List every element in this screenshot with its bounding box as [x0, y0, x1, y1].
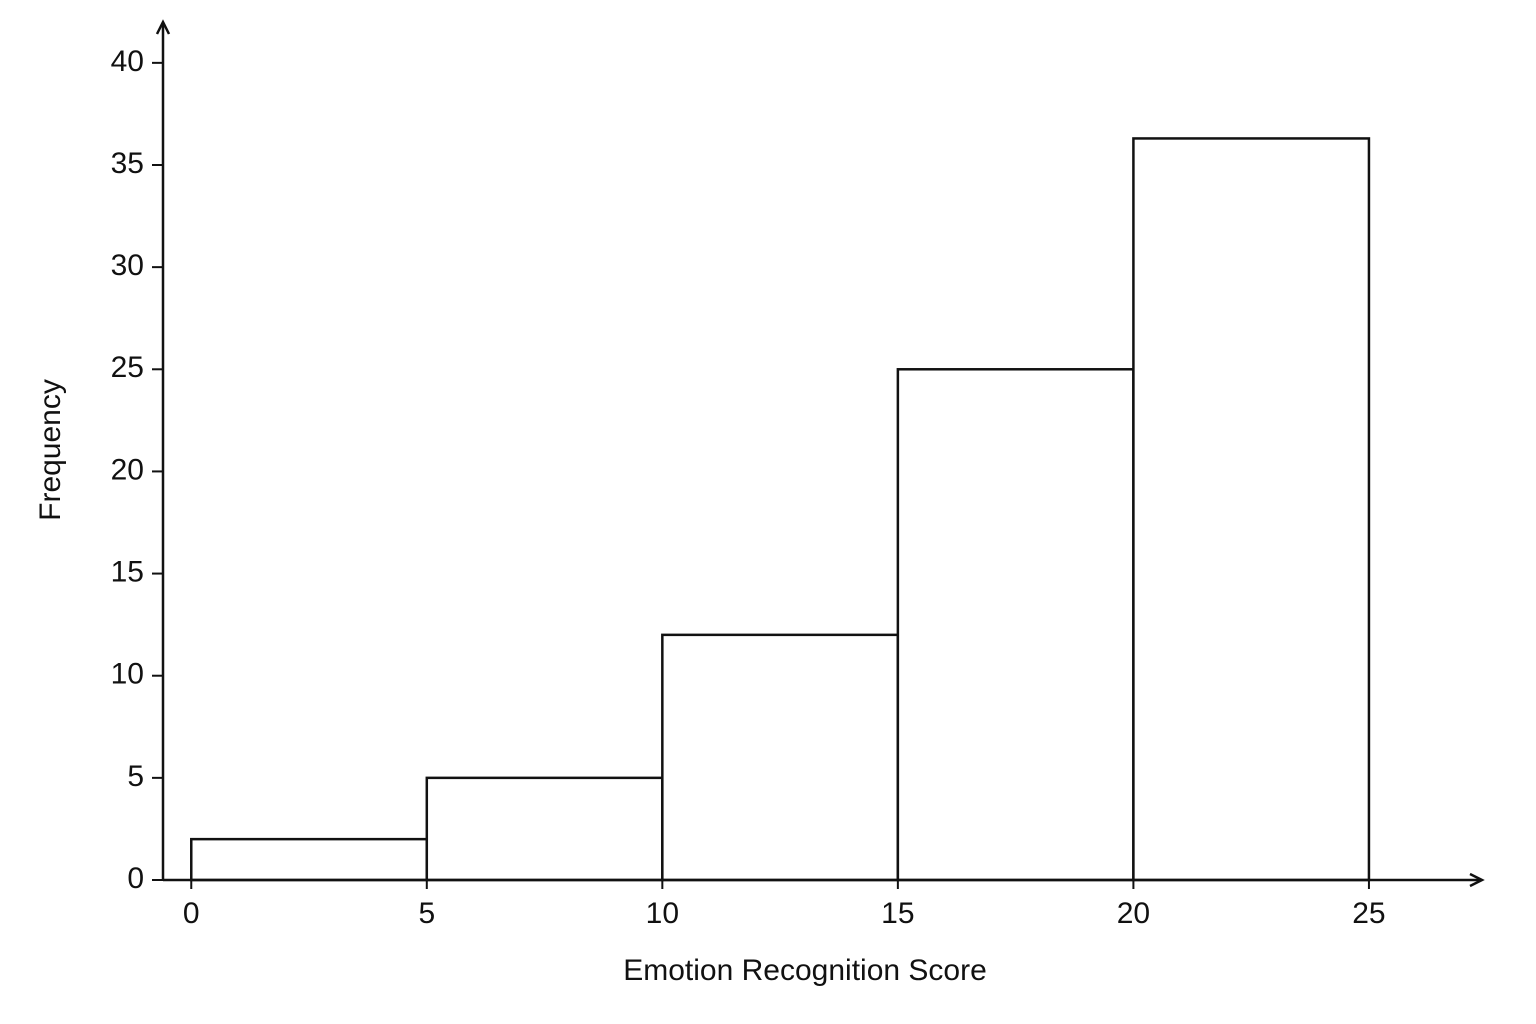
x-axis-label: Emotion Recognition Score — [623, 954, 987, 987]
y-axis-arrow — [155, 19, 171, 35]
x-axis-arrow — [1469, 872, 1485, 888]
x-tick-label: 5 — [418, 897, 435, 930]
bar — [661, 633, 900, 882]
y-tick-label: 30 — [111, 249, 144, 282]
y-tick-label: 5 — [127, 760, 144, 793]
x-tick-label: 0 — [183, 897, 200, 930]
y-tick-label: 40 — [111, 45, 144, 78]
x-tick-label: 20 — [1117, 897, 1150, 930]
bar — [896, 368, 1135, 882]
y-axis-label: Frequency — [34, 379, 67, 521]
y-tick-label: 20 — [111, 453, 144, 486]
bar — [425, 776, 664, 882]
x-tick-label: 25 — [1352, 897, 1385, 930]
y-tick-label: 10 — [111, 658, 144, 691]
y-tick-label: 35 — [111, 147, 144, 180]
y-tick-label: 15 — [111, 555, 144, 588]
bar — [190, 837, 429, 882]
x-tick-label: 15 — [881, 897, 914, 930]
bar — [1132, 137, 1371, 882]
y-tick-label: 25 — [111, 351, 144, 384]
y-tick-label: 0 — [127, 862, 144, 895]
x-tick-label: 10 — [646, 897, 679, 930]
